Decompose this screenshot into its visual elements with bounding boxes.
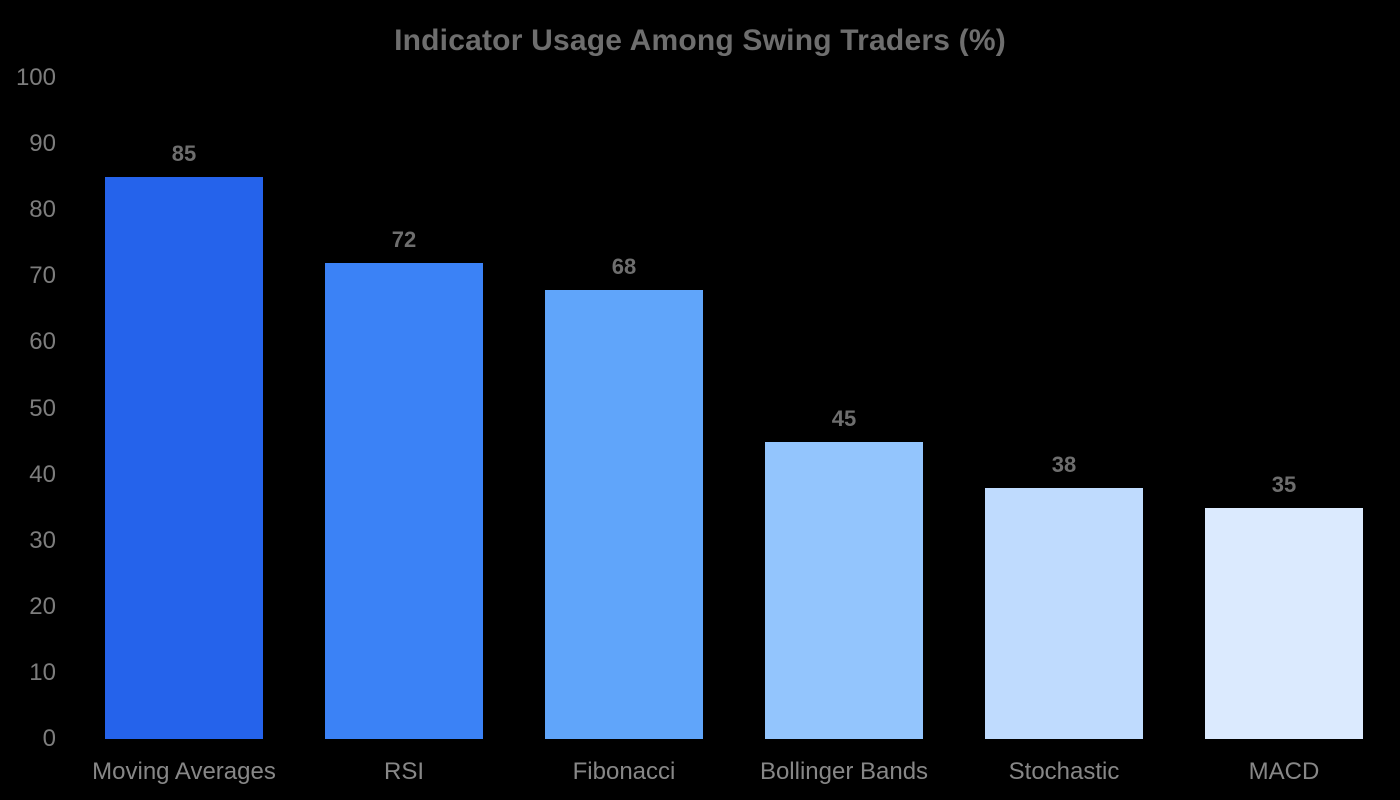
x-axis-label-moving-averages: Moving Averages bbox=[92, 758, 276, 785]
y-tick-label: 20 bbox=[29, 592, 56, 620]
y-tick-label: 40 bbox=[29, 460, 56, 488]
bar-rsi bbox=[325, 263, 483, 739]
bar-moving-averages bbox=[105, 177, 263, 739]
y-tick-label: 70 bbox=[29, 262, 56, 290]
bar-value-label-bollinger-bands: 45 bbox=[831, 406, 857, 431]
x-axis-label-stochastic: Stochastic bbox=[1008, 758, 1120, 785]
y-tick-label: 30 bbox=[29, 526, 56, 554]
x-axis-label-macd: MACD bbox=[1248, 758, 1320, 785]
y-tick-label: 100 bbox=[15, 64, 56, 91]
y-tick-label: 50 bbox=[29, 394, 56, 422]
bar-fibonacci bbox=[545, 290, 703, 739]
x-axis-label-bollinger-bands: Bollinger Bands bbox=[759, 758, 929, 785]
bar-value-label-rsi: 72 bbox=[391, 227, 417, 252]
chart-title: Indicator Usage Among Swing Traders (%) bbox=[394, 24, 1006, 57]
bar-macd bbox=[1205, 508, 1363, 739]
bar-value-label-fibonacci: 68 bbox=[611, 254, 637, 279]
x-axis-label-rsi: RSI bbox=[383, 758, 424, 785]
y-tick-label: 80 bbox=[29, 196, 56, 224]
y-tick-label: 10 bbox=[29, 658, 56, 686]
y-tick-label: 60 bbox=[29, 328, 56, 356]
bar-value-label-moving-averages: 85 bbox=[171, 141, 197, 166]
x-axis-label-fibonacci: Fibonacci bbox=[572, 758, 676, 785]
bar-bollinger-bands bbox=[765, 442, 923, 739]
y-tick-label: 0 bbox=[42, 725, 56, 752]
y-tick-label: 90 bbox=[29, 130, 56, 158]
bar-value-label-macd: 35 bbox=[1271, 472, 1297, 497]
bar-value-label-stochastic: 38 bbox=[1051, 452, 1077, 477]
bar-stochastic bbox=[985, 488, 1143, 739]
